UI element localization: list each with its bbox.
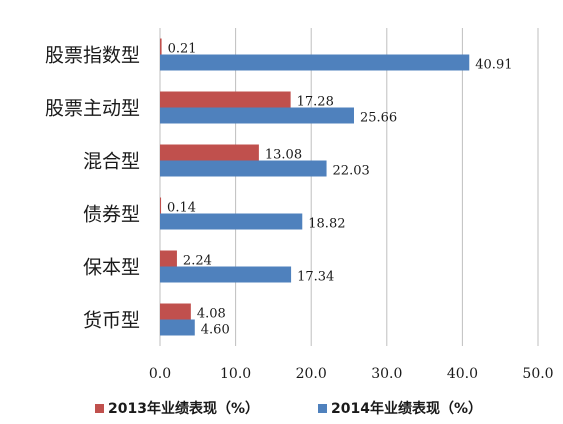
x-tick-label: 10.0 bbox=[220, 366, 251, 382]
x-tick-label: 50.0 bbox=[522, 366, 553, 382]
data-label: 2.24 bbox=[183, 254, 212, 269]
legend: 2013年业绩表现（%） 2014年业绩表现（%） bbox=[95, 400, 482, 417]
x-tick-label: 40.0 bbox=[447, 366, 478, 382]
legend-swatch bbox=[318, 404, 327, 413]
gridlines bbox=[159, 28, 539, 346]
bar-2013 bbox=[160, 303, 191, 320]
x-tick-label: 0.0 bbox=[149, 366, 171, 382]
data-labels: 0.21 40.91 17.28 25.66 13.08 22.03 0.14 18.82 2.… bbox=[167, 42, 512, 338]
data-label: 13.08 bbox=[265, 148, 302, 163]
category-label: 债券型 bbox=[83, 204, 140, 226]
bar-2013 bbox=[160, 197, 162, 214]
bar-2013 bbox=[160, 91, 291, 108]
x-tick-label: 30.0 bbox=[371, 366, 402, 382]
bar-2013 bbox=[160, 38, 162, 55]
bar-2014 bbox=[160, 54, 470, 71]
bar-2013 bbox=[160, 250, 177, 267]
bar-2014 bbox=[160, 107, 354, 124]
category-label: 股票主动型 bbox=[45, 98, 140, 120]
data-label: 4.60 bbox=[201, 323, 230, 338]
bar-2014 bbox=[160, 160, 327, 177]
data-label: 40.91 bbox=[475, 58, 512, 73]
data-label: 22.03 bbox=[333, 164, 370, 179]
x-tick-label: 20.0 bbox=[296, 366, 327, 382]
data-label: 4.08 bbox=[197, 307, 226, 322]
data-label: 25.66 bbox=[360, 111, 397, 126]
category-label: 混合型 bbox=[83, 151, 140, 173]
legend-swatch bbox=[95, 404, 104, 413]
category-label: 股票指数型 bbox=[45, 45, 140, 67]
legend-label: 2013年业绩表现（%） bbox=[108, 400, 259, 417]
category-label: 保本型 bbox=[83, 257, 140, 279]
x-tick-labels: 0.0 10.0 20.0 30.0 40.0 50.0 bbox=[149, 366, 554, 382]
bar-2014 bbox=[160, 213, 303, 230]
bar-2013 bbox=[160, 144, 259, 161]
data-label: 17.28 bbox=[297, 95, 334, 110]
category-label: 货币型 bbox=[83, 310, 140, 332]
bar-2014 bbox=[160, 319, 195, 336]
data-label: 0.21 bbox=[168, 42, 197, 57]
data-label: 0.14 bbox=[167, 201, 196, 216]
data-label: 17.34 bbox=[297, 270, 334, 285]
bar-2014 bbox=[160, 266, 292, 283]
data-label: 18.82 bbox=[308, 217, 345, 232]
bars bbox=[160, 38, 470, 336]
legend-label: 2014年业绩表现（%） bbox=[331, 400, 482, 417]
